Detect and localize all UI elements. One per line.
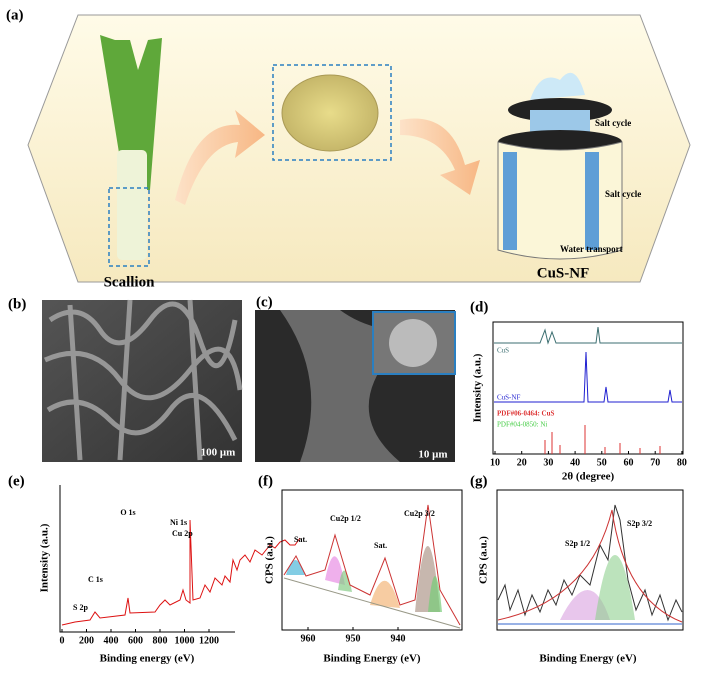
x-ticks: 10 20 30 40 50 60 70 80	[490, 451, 687, 468]
y-axis-label: Intensity (a.u.)	[472, 353, 484, 422]
x-tick-label: 1200	[199, 635, 219, 646]
arrow	[175, 110, 265, 205]
x-axis-label: Binding Energy (eV)	[539, 653, 637, 665]
x-tick-label: 30	[543, 457, 553, 468]
legend-item: PDF#06-0464: CuS	[497, 410, 554, 418]
peak-label: Cu2p 3/2	[404, 509, 435, 518]
survey-curve	[61, 519, 301, 626]
scallion-stem	[117, 150, 147, 260]
peak-fill	[370, 580, 400, 608]
dashed-box	[272, 64, 392, 161]
axes	[59, 485, 235, 633]
annotation: Salt cycle	[595, 118, 631, 128]
axes	[492, 321, 684, 455]
panel-label: (g)	[470, 473, 488, 489]
peak-fill	[428, 576, 442, 612]
y-axis-label: CPS (a.u.)	[264, 536, 276, 584]
legend-item: PDF#04-0850: Ni	[497, 421, 547, 429]
panel-label: (d)	[470, 299, 488, 315]
panel-label: (b)	[8, 296, 26, 312]
peak-label: Ni 1s	[170, 518, 187, 527]
panel-label: (c)	[256, 294, 273, 310]
annotation: Water transport	[560, 244, 623, 254]
peak-label: S2p 1/2	[565, 539, 590, 548]
panel-label: (e)	[8, 473, 25, 489]
curve	[494, 351, 682, 403]
ref-lines	[544, 425, 661, 454]
x-tick-label: 80	[677, 457, 687, 468]
panel-label: (a)	[6, 7, 24, 23]
x-tick-label: 400	[104, 635, 119, 646]
channel	[503, 152, 517, 250]
x-ticks: 0 200 400 600 800 1000 1200	[60, 629, 219, 646]
legend-item: CuS-NF	[497, 394, 520, 402]
y-axis-label: Intensity (a.u.)	[39, 523, 51, 592]
x-tick-label: 1000	[175, 635, 195, 646]
peak-label: Cu2p 1/2	[330, 514, 361, 523]
peak-label: S 2p	[73, 603, 88, 612]
caption: CuS-NF	[537, 265, 590, 281]
peak-label: C 1s	[88, 575, 103, 584]
x-tick-label: 70	[650, 457, 660, 468]
dashed-box	[108, 187, 150, 267]
curve	[494, 326, 682, 345]
x-axis-label: 2θ (degree)	[562, 471, 615, 483]
scallion-leaves	[100, 35, 162, 190]
baseline	[283, 577, 461, 629]
x-tick-label: 960	[301, 633, 316, 644]
y-axis-label: CPS (a.u.)	[478, 536, 490, 584]
x-tick-label: 950	[346, 633, 361, 644]
arrow	[400, 118, 480, 195]
peak-fill	[338, 570, 352, 592]
vapor	[530, 72, 585, 100]
legend-item: CuS	[497, 347, 509, 355]
annotation: Salt cycle	[605, 189, 641, 199]
x-tick-label: 940	[391, 633, 406, 644]
peak-label: Sat.	[294, 535, 307, 544]
peak-fill	[595, 555, 635, 620]
x-tick-label: 200	[79, 635, 94, 646]
fit-curve	[497, 509, 683, 623]
inset-flower	[389, 319, 437, 367]
x-axis-label: Binding Energy (eV)	[323, 653, 421, 665]
x-tick-label: 800	[153, 635, 168, 646]
sem-texture	[43, 299, 243, 461]
x-ticks: 960 950 940	[301, 627, 406, 644]
peak-label: S2p 3/2	[627, 519, 652, 528]
x-tick-label: 60	[624, 457, 634, 468]
axes	[496, 489, 684, 631]
peak-label: Cu 2p	[172, 529, 193, 538]
axes	[281, 489, 463, 631]
scale-bar: 100 μm	[201, 447, 236, 459]
x-tick-label: 0	[60, 635, 65, 646]
peak-label: Sat.	[374, 541, 387, 550]
x-tick-label: 600	[128, 635, 143, 646]
scale-bar: 10 μm	[418, 449, 447, 461]
peak-fill	[325, 556, 345, 585]
cross-section	[281, 74, 379, 152]
x-tick-label: 50	[597, 457, 607, 468]
x-tick-label: 40	[570, 457, 580, 468]
x-tick-label: 10	[490, 457, 500, 468]
raw-curve	[497, 504, 683, 622]
peak-label: O 1s	[120, 508, 135, 517]
channel	[585, 152, 599, 250]
fit-curve	[283, 504, 461, 626]
caption: Scallion	[104, 274, 156, 290]
x-axis-label: Binding energy (eV)	[100, 653, 195, 665]
x-tick-label: 20	[517, 457, 527, 468]
panel-label: (f)	[258, 473, 273, 489]
